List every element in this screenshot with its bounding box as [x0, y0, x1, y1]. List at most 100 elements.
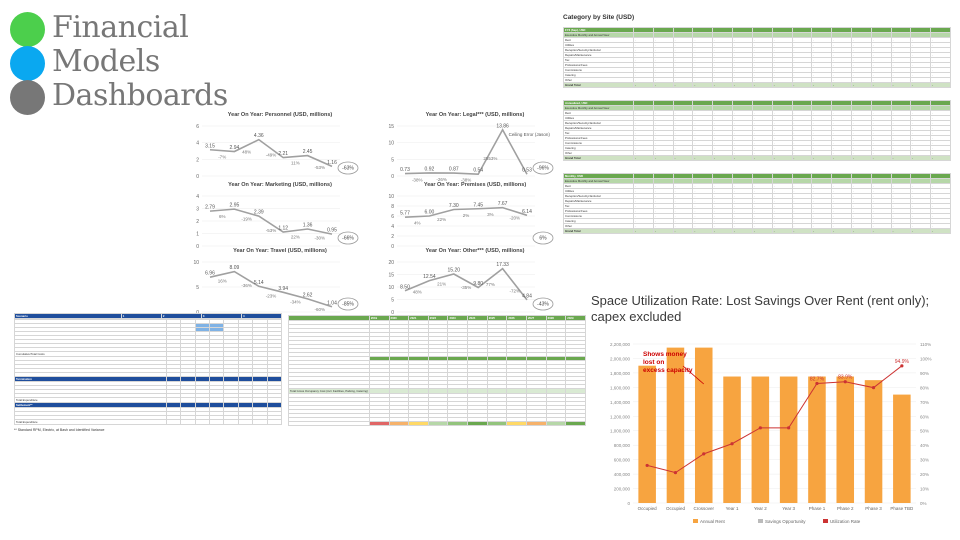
legend-label-financial: Financial [52, 10, 189, 45]
change-label: -35% [461, 285, 472, 290]
table-cell: · [930, 228, 951, 234]
y-tick-label: 2 [391, 234, 394, 240]
table-cell [545, 421, 567, 426]
table-cell: · [732, 228, 753, 234]
total-change-label: -66% [342, 236, 354, 242]
data-label: 2.62 [303, 292, 313, 298]
table-cell: · [732, 82, 753, 88]
legend-label-dashboards: Dashboards [52, 78, 228, 113]
y-tick-label-right: 90% [920, 371, 929, 376]
x-tick-label: Phase 2 [837, 506, 854, 511]
change-label: 48% [413, 290, 422, 295]
table-cell: · [850, 155, 872, 161]
table-header-row: 2019 2020 2021 2022 2023 2024 2025 2026 2027 2028… [288, 315, 586, 321]
utilization-point [673, 471, 678, 475]
change-label: 11% [291, 161, 300, 166]
change-label: 16% [218, 278, 227, 283]
change-label: -38% [461, 178, 472, 183]
utilization-point [843, 380, 847, 384]
data-label: 2.79 [205, 205, 215, 211]
table-cell [288, 421, 370, 426]
table-cell [194, 419, 210, 425]
table-cell [506, 421, 527, 426]
table-cell: · [771, 82, 793, 88]
table-cell [180, 419, 196, 425]
table-cell [526, 421, 547, 426]
table-cell: · [672, 82, 694, 88]
table-cell: · [712, 155, 734, 161]
data-label: 7.67 [498, 201, 508, 207]
table-cell: Total Expenditure [14, 419, 167, 425]
series-line [404, 267, 528, 301]
y-tick-label: 6 [391, 214, 394, 220]
y-tick-label-left: 1,000,000 [610, 429, 631, 434]
table-cell: · [870, 228, 892, 234]
data-label: 5.77 [400, 211, 410, 217]
utilization-point [900, 364, 904, 368]
y-tick-label-right: 40% [920, 443, 929, 448]
y-tick-label-right: 50% [920, 429, 929, 434]
table-cell: · [751, 82, 773, 88]
mini-chart-title: Year On Year: Personnel (USD, millions) [227, 112, 333, 118]
section-grid: Annualized, USD Executive Monthly and Ann… [563, 100, 951, 161]
total-change-label: -85% [342, 302, 354, 308]
y-tick-label-left: 600,000 [614, 458, 631, 463]
y-tick-label-left: 1,600,000 [610, 385, 631, 390]
table-footnote: ** Standard RPM, Electric, at Bash and I… [14, 428, 105, 432]
mini-chart-marketing: Year On Year: Marketing (USD, millions) … [180, 182, 370, 254]
legend-swatch [758, 519, 763, 523]
bar [836, 376, 855, 503]
legend-label-models: Models [52, 44, 160, 79]
change-label: -23% [266, 293, 277, 298]
data-label: 6.00 [425, 210, 435, 216]
data-label: 2.94 [230, 145, 240, 151]
scenario-body-grid: Cumulative/Total Costs Termination Total E… [14, 319, 282, 425]
table-row: Executive Monthly and Annual View [563, 32, 951, 38]
series-line [209, 270, 333, 308]
gray-circle-icon [10, 80, 45, 115]
x-tick-label: Occupied [638, 506, 658, 511]
change-label: -34% [290, 300, 301, 305]
utilization-label: 83.9% [838, 375, 853, 381]
change-label: 22% [291, 235, 300, 240]
data-label: 0.53 [522, 168, 532, 174]
bar [751, 376, 770, 503]
table-section: Monthly, USD Executive Monthly and Annual… [563, 173, 951, 234]
y-tick-label-right: 100% [920, 356, 932, 361]
total-change-circle [532, 231, 554, 245]
mini-chart-legal: Year On Year: Legal*** (USD, millions) 1… [375, 112, 565, 184]
x-tick-label: Phase 1 [809, 506, 826, 511]
table-row [288, 409, 586, 414]
change-label: -20% [510, 215, 521, 220]
y-tick-label: 10 [193, 260, 199, 266]
legend-item-dashboards: Dashboards [10, 76, 240, 115]
table-row: Grand Total · · · · · · · · · · · · · · · · [563, 82, 951, 88]
change-label: 21% [437, 281, 446, 286]
data-label: 17.33 [496, 262, 509, 268]
table-cell: · [751, 228, 773, 234]
change-label: -60% [315, 307, 326, 312]
total-change-label: -96% [537, 166, 549, 172]
change-label: -49% [266, 153, 277, 158]
series-line [209, 138, 333, 168]
change-label: -19% [241, 217, 252, 222]
mini-chart-other: Year On Year: Other*** (USD, millions) 2… [375, 248, 565, 320]
table-header-cell: Scenario [14, 313, 122, 319]
y-tick-label-right: 60% [920, 414, 929, 419]
legend-item-financial: Financial [10, 8, 240, 47]
change-label: 2% [463, 213, 470, 218]
y-tick-label-left: 0 [627, 501, 630, 506]
legend-swatch [693, 519, 698, 523]
y-tick-label: 5 [196, 285, 199, 291]
table-row: Monthly, USD [563, 173, 951, 179]
data-label: 1.16 [327, 160, 337, 166]
utilization-point [787, 426, 791, 430]
series-line [209, 208, 333, 235]
data-label: 9.80 [473, 281, 483, 287]
table-cell: · [771, 155, 793, 161]
y-tick-label: 2 [196, 219, 199, 225]
y-tick-label: 3 [196, 207, 199, 213]
table-cell: · [652, 82, 674, 88]
y-tick-label: 15 [388, 273, 394, 279]
table-cell: · [633, 82, 654, 88]
